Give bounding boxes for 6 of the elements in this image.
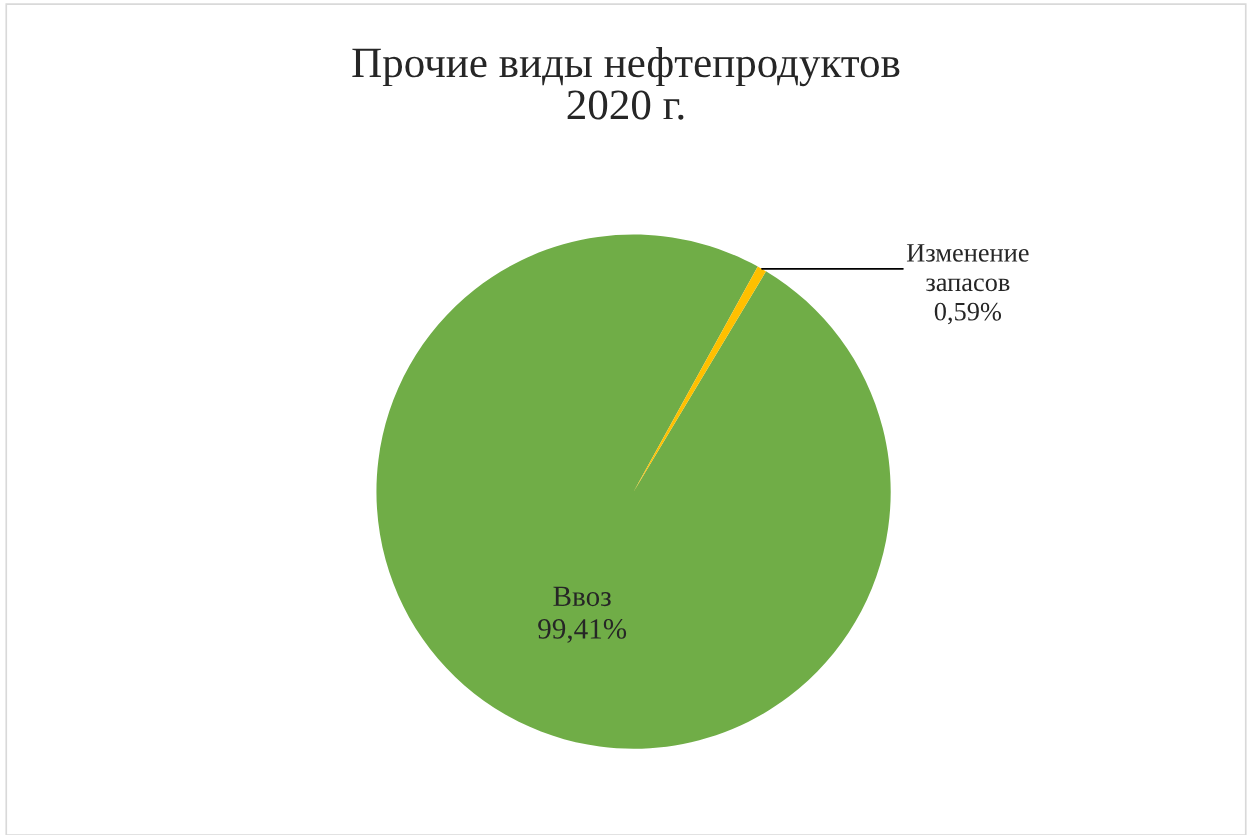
chart-title: Прочие виды нефтепродуктов 2020 г. xyxy=(352,47,900,120)
slice-label: Изменение запасов xyxy=(906,244,1029,292)
pie-slice xyxy=(376,234,891,749)
data-label: 0,59% xyxy=(934,302,1002,325)
slice-label: Ввоз xyxy=(553,586,611,607)
data-label: 99,41% xyxy=(538,618,627,643)
